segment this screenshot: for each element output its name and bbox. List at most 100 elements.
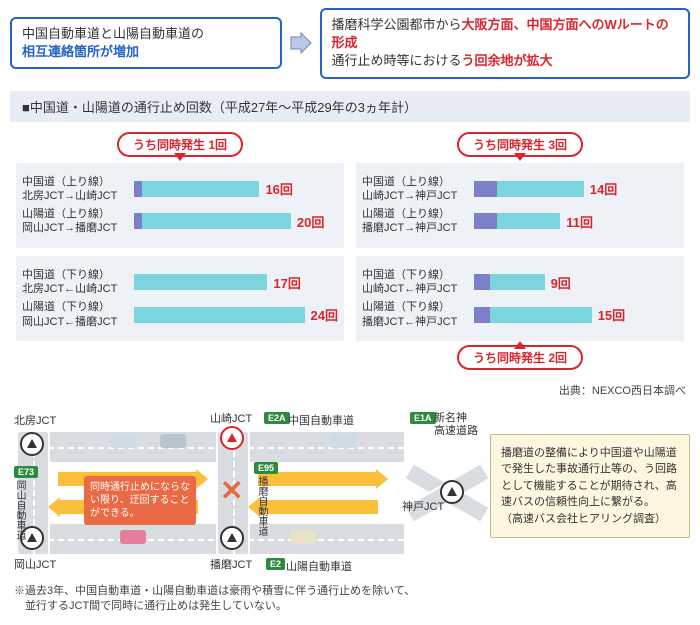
car-icon	[120, 530, 146, 544]
jct-label: 神戸JCT	[402, 498, 444, 514]
chart-title: ■中国道・山陽道の通行止め回数（平成27年〜平成29年の3ヵ年計）	[10, 91, 690, 122]
bar-overlap	[474, 213, 497, 229]
shield: E73	[14, 466, 38, 478]
bar-value: 20回	[297, 212, 324, 231]
car-icon	[160, 434, 186, 448]
badge-wrap: うち同時発生 2回	[356, 345, 684, 370]
footnote: ※過去3年、中国自動車道・山陽自動車道は豪雨や積雪に伴う通行止めを除いて、 並行…	[0, 580, 700, 625]
bar-value: 14回	[590, 179, 617, 198]
simul-badge: うち同時発生 3回	[457, 132, 583, 157]
bar-overlap	[134, 181, 142, 197]
bar-row: 中国道（上り線）北房JCT→山崎JCT 16回	[22, 175, 338, 204]
bar-main	[134, 274, 267, 290]
chart-col-left: うち同時発生 1回 中国道（上り線）北房JCT→山崎JCT 16回山陽道（上り線）…	[10, 128, 350, 380]
bar-value: 24回	[311, 305, 338, 324]
bar-value: 17回	[273, 273, 300, 292]
bar-main	[497, 181, 583, 197]
bar-row: 中国道（下り線）北房JCT←山崎JCT 17回	[22, 268, 338, 297]
bar-track: 9回	[474, 274, 678, 290]
bar-label: 山陽道（上り線）播磨JCT→神戸JCT	[362, 207, 474, 236]
jct-label: 播磨JCT	[210, 556, 252, 572]
bar-row: 山陽道（下り線）播磨JCT←神戸JCT 15回	[362, 300, 678, 329]
jct-label: 山崎JCT	[210, 410, 252, 426]
bar-row: 山陽道（上り線）岡山JCT→播磨JCT20回	[22, 207, 338, 236]
simul-badge: うち同時発生 2回	[457, 345, 583, 370]
bar-main	[134, 307, 305, 323]
block-icon: ✕	[220, 474, 243, 507]
badge-wrap: うち同時発生 3回	[356, 132, 684, 157]
note-callout: 播磨道の整備により中国道や山陽道で発生した事故通行止等の、う回路として機能するこ…	[490, 434, 690, 539]
text: 播磨科学公園都市から	[332, 17, 462, 32]
badge-text: うち同時発生 2回	[473, 351, 567, 365]
shield: E2A	[264, 412, 290, 424]
bar-label: 山陽道（下り線）岡山JCT←播磨JCT	[22, 300, 134, 329]
jct-node	[220, 526, 244, 550]
route-name: 新名神 高速道路	[434, 412, 478, 438]
bar-value: 11回	[566, 212, 593, 231]
bar-label: 中国道（上り線）山崎JCT→神戸JCT	[362, 175, 474, 204]
badge-wrap: うち同時発生 1回	[16, 132, 344, 157]
arrow-icon	[288, 31, 314, 55]
bar-label: 中国道（上り線）北房JCT→山崎JCT	[22, 175, 134, 204]
car-icon	[110, 434, 136, 448]
route-name: 中国自動車道	[288, 412, 354, 428]
bar-value: 9回	[551, 273, 571, 292]
bar-track: 11回	[474, 213, 678, 229]
map-area: ✕ 北房JCT 山崎JCT 岡山JCT 播磨JCT 神戸JCT E73 岡山自動…	[10, 404, 690, 574]
header-left: 中国自動車道と山陽自動車道の 相互連絡箇所が増加	[10, 17, 282, 69]
bar-track: 15回	[474, 307, 678, 323]
bar-value: 15回	[598, 305, 625, 324]
road-sanyo	[16, 522, 406, 556]
text-highlight: う回余地が拡大	[462, 53, 553, 68]
bar-overlap	[474, 307, 490, 323]
jct-label: 北房JCT	[14, 412, 56, 428]
bar-row: 山陽道（下り線）岡山JCT←播磨JCT 24回	[22, 300, 338, 329]
bar-main	[497, 213, 560, 229]
bar-group: 中国道（上り線）山崎JCT→神戸JCT 14回山陽道（上り線）播磨JCT→神戸JC…	[356, 163, 684, 248]
chart-col-right: うち同時発生 3回 中国道（上り線）山崎JCT→神戸JCT 14回山陽道（上り線）…	[350, 128, 690, 380]
bar-row: 中国道（上り線）山崎JCT→神戸JCT 14回	[362, 175, 678, 204]
shield: E1A	[410, 412, 436, 424]
bar-main	[142, 213, 291, 229]
car-icon	[330, 434, 356, 448]
route-name: 岡山自動車道	[12, 480, 27, 540]
bar-row: 山陽道（上り線）播磨JCT→神戸JCT 11回	[362, 207, 678, 236]
bar-value: 16回	[265, 179, 292, 198]
bar-group: 中国道（上り線）北房JCT→山崎JCT 16回山陽道（上り線）岡山JCT→播磨JC…	[16, 163, 344, 248]
chart-source: 出典：NEXCO西日本調べ	[0, 380, 700, 404]
badge-text: うち同時発生 3回	[473, 138, 567, 152]
shield: E2	[266, 558, 285, 570]
route-name: 播磨自動車道	[254, 476, 269, 536]
bar-label: 山陽道（下り線）播磨JCT←神戸JCT	[362, 300, 474, 329]
text: 通行止め時等における	[332, 53, 462, 68]
jct-node	[20, 432, 44, 456]
header-row: 中国自動車道と山陽自動車道の 相互連絡箇所が増加 播磨科学公園都市から大阪方面、…	[0, 0, 700, 83]
bar-group: 中国道（下り線）北房JCT←山崎JCT 17回山陽道（下り線）岡山JCT←播磨JC…	[16, 256, 344, 341]
bar-track: 24回	[134, 307, 338, 323]
header-right: 播磨科学公園都市から大阪方面、中国方面へのWルートの形成 通行止め時等におけるう…	[320, 8, 691, 79]
text-highlight: 相互連絡箇所が増加	[22, 44, 139, 59]
bar-track: 16回	[134, 181, 338, 197]
bar-main	[142, 181, 260, 197]
car-icon	[290, 530, 316, 544]
detour-arrow	[258, 500, 378, 514]
bar-main	[490, 274, 545, 290]
bar-group: 中国道（下り線）山崎JCT←神戸JCT 9回山陽道（下り線）播磨JCT←神戸JCT…	[356, 256, 684, 341]
text: 中国自動車道と山陽自動車道の	[22, 26, 204, 41]
bar-overlap	[474, 181, 497, 197]
badge-text: うち同時発生 1回	[133, 138, 227, 152]
shield: E95	[254, 462, 278, 474]
route-name: 山陽自動車道	[286, 558, 352, 574]
bar-track: 17回	[134, 274, 338, 290]
jct-node-active	[220, 426, 244, 450]
bar-overlap	[474, 274, 490, 290]
bar-label: 中国道（下り線）山崎JCT←神戸JCT	[362, 268, 474, 297]
bar-overlap	[134, 213, 142, 229]
chart-area: うち同時発生 1回 中国道（上り線）北房JCT→山崎JCT 16回山陽道（上り線）…	[0, 128, 700, 380]
bar-label: 中国道（下り線）北房JCT←山崎JCT	[22, 268, 134, 297]
jct-label: 岡山JCT	[14, 556, 56, 572]
detour-callout: 同時通行止めにならない限り、迂回することができる。	[84, 476, 196, 525]
bar-main	[490, 307, 592, 323]
bar-track: 14回	[474, 181, 678, 197]
bar-track: 20回	[134, 213, 338, 229]
